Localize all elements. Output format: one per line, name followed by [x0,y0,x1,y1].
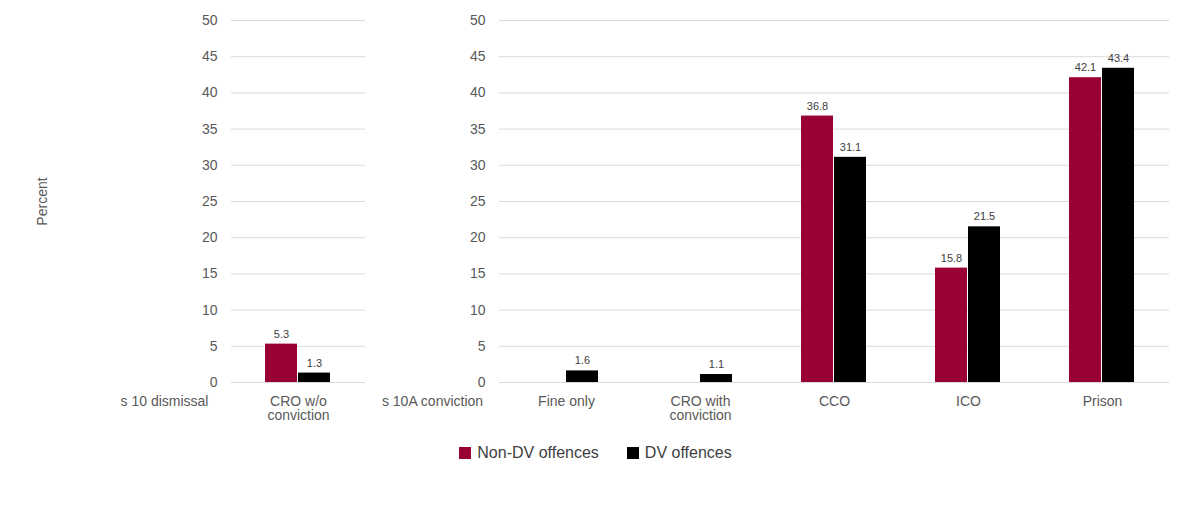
svg-text:1.6: 1.6 [575,354,590,366]
svg-text:10: 10 [470,302,486,318]
svg-text:5: 5 [210,338,218,354]
svg-text:45: 45 [202,48,218,64]
svg-text:42.1: 42.1 [1075,61,1096,73]
svg-text:40: 40 [202,84,218,100]
svg-text:10: 10 [202,302,218,318]
svg-text:20: 20 [202,229,218,245]
svg-text:50: 50 [470,12,486,28]
svg-text:Percent: Percent [34,177,50,225]
svg-text:30: 30 [202,157,218,173]
svg-text:50: 50 [202,12,218,28]
svg-text:Prison: Prison [1083,393,1123,409]
svg-text:35: 35 [202,121,218,137]
svg-text:5: 5 [478,338,486,354]
svg-text:21.5: 21.5 [974,210,995,222]
svg-text:15.8: 15.8 [941,252,962,264]
html-text:DV offences: DV offences [644,444,732,461]
svg-text:25: 25 [202,193,218,209]
svg-text:CCO: CCO [819,393,850,409]
svg-text:40: 40 [470,84,486,100]
svg-text:45: 45 [470,48,486,64]
svg-text:15: 15 [202,265,218,281]
svg-text:ICO: ICO [956,393,981,409]
svg-text:CRO w/oconviction: CRO w/oconviction [267,393,329,423]
svg-text:0: 0 [478,374,486,390]
svg-text:20: 20 [470,229,486,245]
svg-text:36.8: 36.8 [807,100,828,112]
svg-text:1.3: 1.3 [307,357,322,369]
svg-text:0: 0 [210,374,218,390]
html-text:Non-DV offences: Non-DV offences [477,444,599,461]
svg-text:s 10 dismissal: s 10 dismissal [121,393,209,409]
svg-text:30: 30 [470,157,486,173]
svg-text:25: 25 [470,193,486,209]
svg-text:Fine only: Fine only [538,393,595,409]
svg-text:15: 15 [470,265,486,281]
svg-text:35: 35 [470,121,486,137]
svg-text:43.4: 43.4 [1108,52,1129,64]
svg-text:1.1: 1.1 [709,358,724,370]
svg-text:31.1: 31.1 [840,141,861,153]
svg-text:CRO withconviction: CRO withconviction [669,393,731,423]
svg-text:5.3: 5.3 [274,328,289,340]
svg-text:s 10A conviction: s 10A conviction [382,393,483,409]
